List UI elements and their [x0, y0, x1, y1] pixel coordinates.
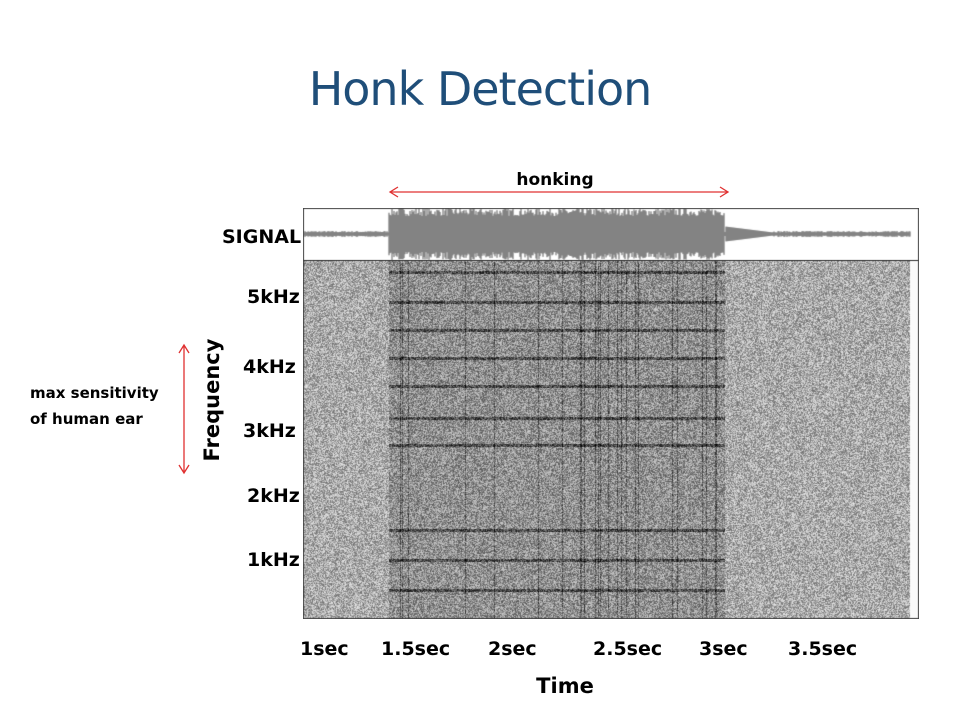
time-tick: 2sec	[488, 638, 537, 660]
time-tick: 3.5sec	[788, 638, 858, 660]
freq-tick: 2kHz	[247, 485, 300, 507]
time-tick: 1.5sec	[381, 638, 451, 660]
note-line: max sensitivity	[30, 384, 159, 402]
signal-waveform	[303, 208, 919, 261]
honking-arrow	[388, 186, 730, 198]
slide-title: Honk Detection	[308, 62, 653, 116]
time-tick: 1sec	[300, 638, 349, 660]
sensitivity-arrow	[178, 343, 190, 475]
x-axis-label: Time	[536, 674, 594, 698]
freq-tick: 3kHz	[243, 420, 296, 442]
time-tick: 3sec	[699, 638, 748, 660]
freq-tick: 4kHz	[243, 356, 296, 378]
sensitivity-note: max sensitivity of human ear	[30, 380, 159, 432]
note-line: of human ear	[30, 410, 143, 428]
y-axis-label: Frequency	[200, 338, 224, 462]
freq-tick: 1kHz	[247, 549, 300, 571]
honking-label: honking	[516, 170, 594, 190]
time-tick: 2.5sec	[593, 638, 663, 660]
freq-tick: 5kHz	[247, 286, 300, 308]
signal-label: SIGNAL	[222, 226, 302, 248]
spectrogram	[303, 260, 919, 619]
